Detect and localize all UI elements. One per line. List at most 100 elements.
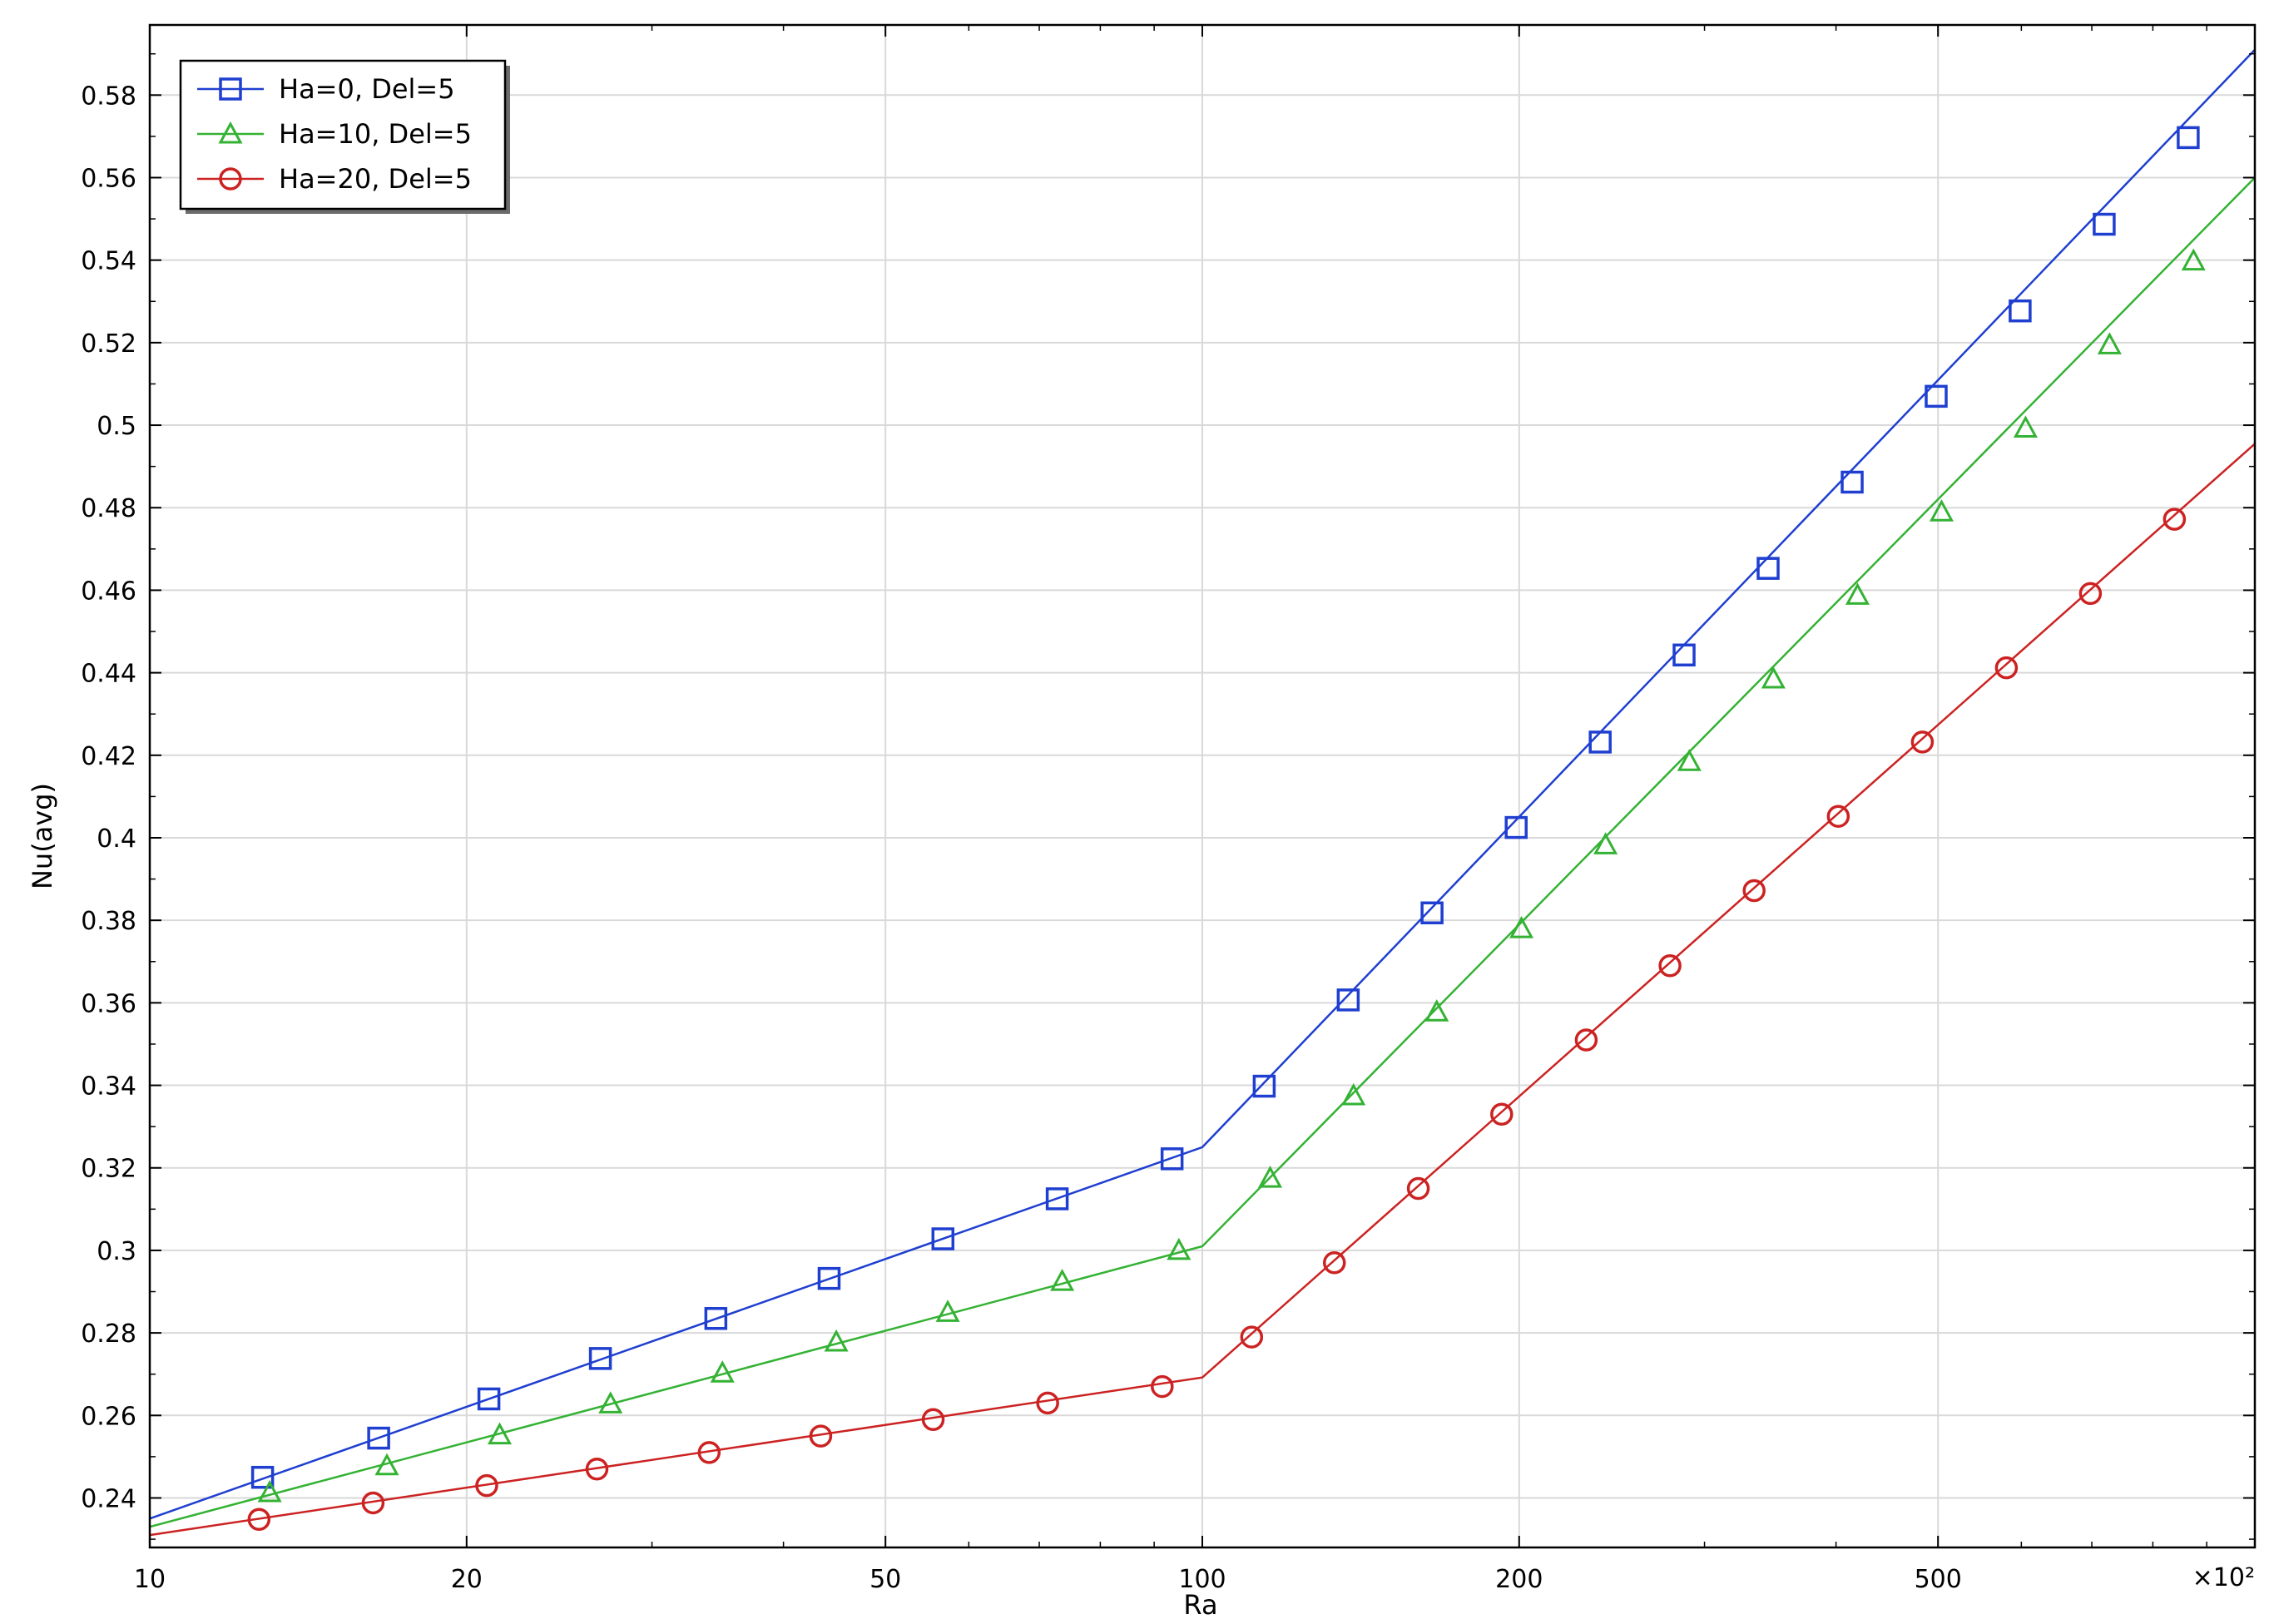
series-1-marker (2177, 126, 2200, 150)
y-tick-label: 0.56 (81, 164, 136, 193)
series-1-marker (1160, 1147, 1184, 1171)
series-2-marker (598, 1391, 623, 1414)
series-2-marker (2181, 248, 2206, 271)
series-2-marker (1424, 999, 1449, 1022)
y-tick-label: 0.3 (97, 1237, 136, 1266)
x-axis-multiplier: ×10² (2192, 1563, 2255, 1592)
series-3-marker (475, 1473, 498, 1498)
series-2-marker (1761, 666, 1786, 689)
series-1-marker (367, 1426, 390, 1450)
x-tick-label: 200 (1495, 1565, 1543, 1594)
series-3-marker (1151, 1374, 1174, 1399)
series-2 (149, 176, 2256, 1528)
y-tick-label: 0.28 (81, 1320, 136, 1349)
series-3-marker (1742, 879, 1766, 903)
series-2-marker (710, 1360, 735, 1383)
series-1-marker (1588, 730, 1612, 754)
y-tick-label: 0.34 (81, 1072, 136, 1102)
grid-lines (149, 25, 2255, 1547)
y-tick-label: 0.52 (81, 329, 136, 359)
series-2-marker (488, 1422, 513, 1445)
legend: Ha=0, Del=5 Ha=10, Del=5 Ha=20, Del=5 (179, 59, 510, 214)
y-tick-label: 0.4 (97, 824, 136, 854)
series-2-line (149, 176, 2256, 1528)
series-3-marker (585, 1458, 609, 1481)
x-tick-label: 20 (451, 1565, 483, 1594)
series-1-line (149, 48, 2256, 1520)
series-2-marker (1845, 582, 1870, 605)
series-2-marker (1929, 499, 1954, 522)
series-3-marker (361, 1491, 385, 1515)
series-2-marker (374, 1453, 399, 1476)
x-tick-label: 50 (869, 1565, 901, 1594)
y-tick-label: 0.5 (97, 412, 136, 441)
x-tick-label: 500 (1915, 1565, 1962, 1594)
series-3-marker (1910, 730, 1935, 754)
y-tick-label: 0.24 (81, 1484, 136, 1513)
series-1-marker (2009, 299, 2032, 323)
y-tick-label: 0.58 (81, 82, 136, 111)
series-3-marker (1490, 1102, 1513, 1126)
series-1-marker (2093, 212, 2116, 236)
series-3-marker (2078, 582, 2103, 606)
series-1-marker (1840, 470, 1864, 494)
series-1-marker (588, 1347, 612, 1370)
series-3-line (149, 443, 2256, 1537)
x-tick-label: 100 (1178, 1565, 1226, 1594)
series-3-marker (1406, 1176, 1430, 1201)
series-3-marker (2162, 508, 2187, 531)
ticks (149, 25, 2255, 1547)
series-1-marker (1925, 384, 1948, 408)
series-1-marker (1756, 557, 1780, 580)
series-3-marker (697, 1441, 721, 1464)
legend-marker (219, 77, 242, 101)
series-3-marker (1994, 656, 2019, 680)
legend-marker (218, 121, 243, 144)
x-axis-title: Ra (1183, 1589, 1217, 1621)
series-3-marker (247, 1508, 271, 1532)
y-tick-label: 0.48 (81, 494, 136, 523)
series-layer (149, 48, 2256, 1537)
series-1-marker (477, 1387, 501, 1411)
series-2-marker (2097, 332, 2122, 354)
legend-label: Ha=20, Del=5 (279, 163, 472, 195)
series-1 (149, 48, 2256, 1520)
series-1-marker (1420, 901, 1444, 925)
series-1-marker (250, 1465, 275, 1489)
legend-label: Ha=0, Del=5 (279, 73, 455, 105)
y-tick-label: 0.32 (81, 1155, 136, 1184)
series-3-marker (1240, 1325, 1264, 1349)
legend-label: Ha=10, Del=5 (279, 118, 472, 150)
y-tick-label: 0.54 (81, 247, 136, 276)
series-3-marker (1322, 1251, 1346, 1275)
series-2-marker (2013, 415, 2038, 438)
y-tick-label: 0.42 (81, 742, 136, 771)
series-3-marker (809, 1424, 833, 1448)
series-3 (149, 443, 2256, 1537)
y-tick-label: 0.38 (81, 907, 136, 936)
series-2-marker (1509, 915, 1534, 938)
series-3-marker (921, 1408, 945, 1432)
y-axis-title: Nu(avg) (27, 783, 58, 889)
series-2-marker (1258, 1166, 1283, 1188)
x-tick-label: 10 (134, 1565, 166, 1594)
series-2-marker (1677, 749, 1702, 771)
tick-labels: 10 20 50 100 200 500 0.24 0.26 0.28 0.3 0.32 0.34 0.… (81, 82, 1962, 1594)
series-1-marker (931, 1227, 955, 1250)
series-1-marker (1672, 643, 1696, 667)
legend-marker (219, 167, 242, 191)
y-tick-label: 0.26 (81, 1402, 136, 1431)
series-3-marker (1658, 953, 1682, 978)
series-2-marker (1050, 1268, 1075, 1291)
series-3-marker (1826, 805, 1850, 828)
series-1-marker (1252, 1074, 1276, 1098)
series-2-marker (257, 1479, 282, 1503)
series-2-marker (824, 1329, 849, 1352)
series-3-marker (1574, 1028, 1598, 1052)
series-2-marker (935, 1300, 960, 1322)
series-1-marker (1336, 988, 1360, 1012)
y-tick-label: 0.36 (81, 989, 136, 1018)
series-2-marker (1341, 1082, 1366, 1106)
series-1-marker (1504, 815, 1528, 839)
